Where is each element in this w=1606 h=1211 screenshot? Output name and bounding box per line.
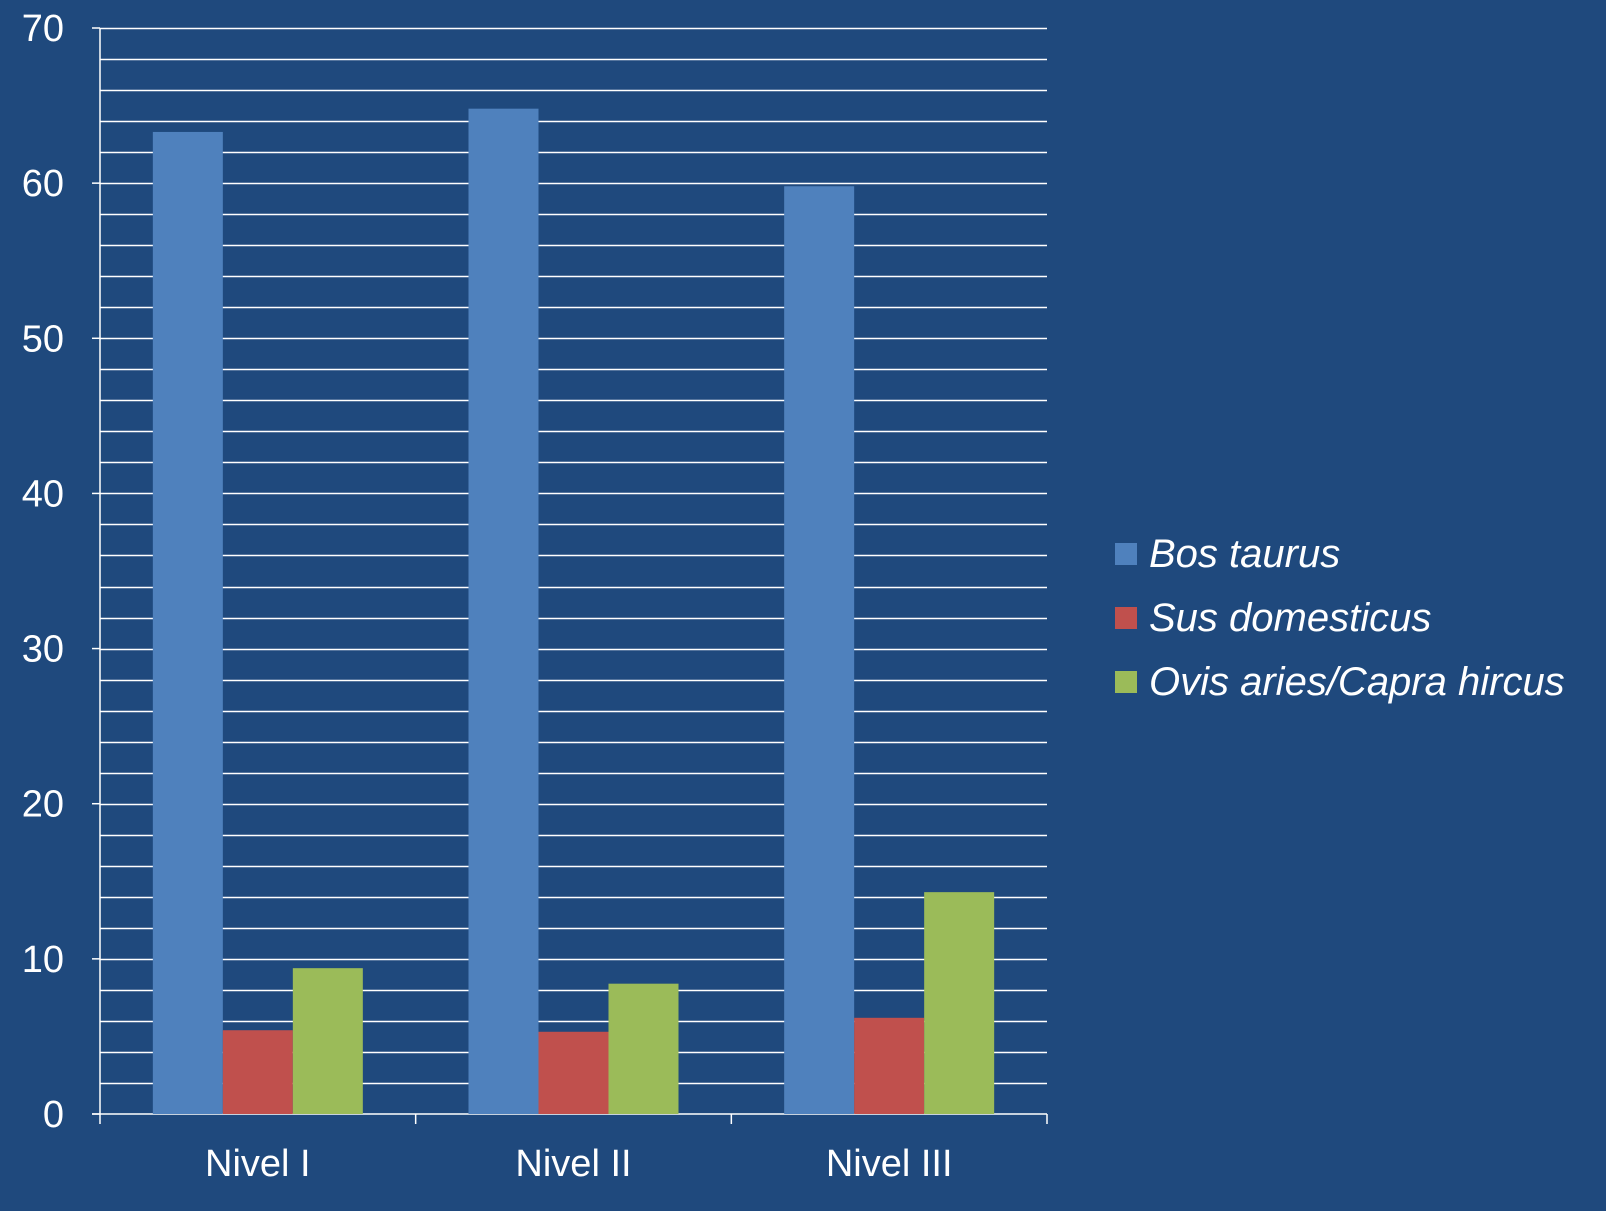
legend-swatch-sus-domesticus <box>1115 607 1137 629</box>
y-tick-label: 0 <box>43 1094 64 1136</box>
bars <box>152 108 995 1115</box>
legend-label-sus-domesticus: Sus domesticus <box>1149 595 1432 640</box>
bar <box>608 983 679 1114</box>
bar <box>784 186 855 1114</box>
bar <box>292 968 363 1114</box>
y-tick-label: 40 <box>22 473 64 515</box>
y-tick-label: 50 <box>22 318 64 360</box>
legend-item-ovis-capra: Ovis aries/Capra hircus <box>1115 650 1565 714</box>
legend-swatch-bos-taurus <box>1115 543 1137 565</box>
bar <box>468 108 539 1114</box>
legend-item-sus-domesticus: Sus domesticus <box>1115 586 1565 650</box>
bar <box>152 131 223 1115</box>
bar <box>854 1017 925 1114</box>
x-tick-label: Nivel I <box>205 1143 311 1185</box>
legend-swatch-ovis-capra <box>1115 671 1137 693</box>
y-tick-label: 30 <box>22 629 64 671</box>
tick-labels: 0 10 20 30 40 50 60 70 Nivel I Nivel II Nivel III <box>22 8 953 1185</box>
legend: Bos taurus Sus domesticus Ovis aries/Cap… <box>1115 522 1565 714</box>
y-tick-label: 60 <box>22 163 64 205</box>
x-tick-label: Nivel III <box>826 1143 953 1185</box>
bar <box>222 1030 293 1114</box>
bar <box>924 892 995 1114</box>
bar <box>538 1031 609 1114</box>
legend-label-ovis-capra: Ovis aries/Capra hircus <box>1149 659 1565 704</box>
legend-item-bos-taurus: Bos taurus <box>1115 522 1565 586</box>
y-tick-label: 70 <box>22 8 64 50</box>
y-tick-label: 20 <box>22 784 64 826</box>
gridlines <box>100 27 1047 1085</box>
legend-label-bos-taurus: Bos taurus <box>1149 531 1341 576</box>
x-tick-label: Nivel II <box>515 1143 631 1185</box>
y-tick-label: 10 <box>22 939 64 981</box>
